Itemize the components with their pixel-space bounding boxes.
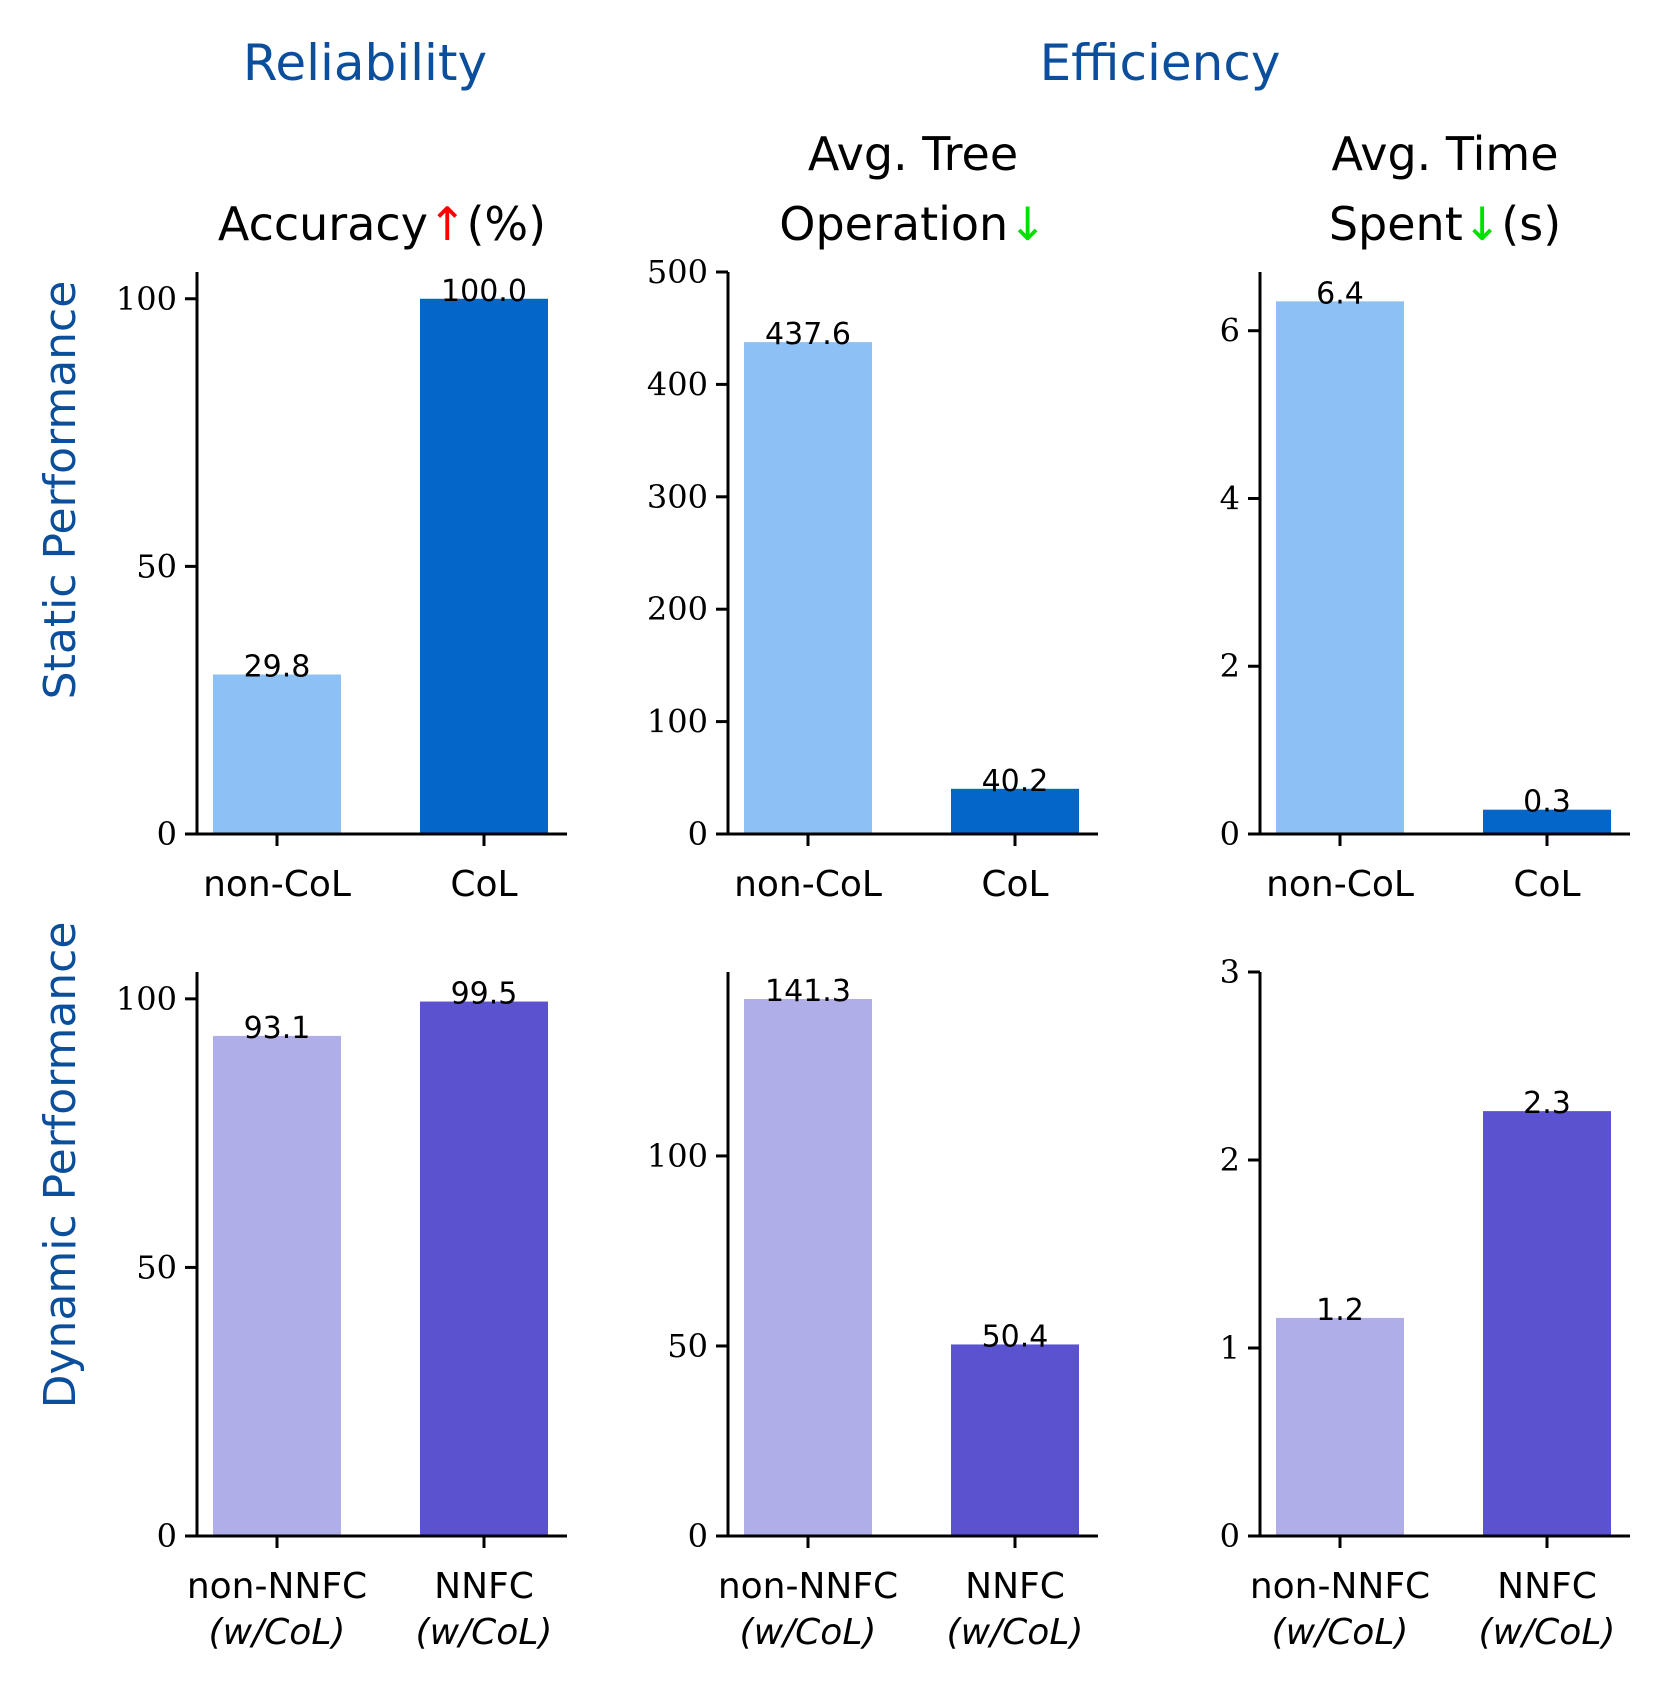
- chart-panel-4: 93.1 99.5 0 50 100 non-NNFC (w/CoL) NNFC (w/CoL): [116, 972, 567, 1653]
- x-tick-label: non-NNFC: [187, 1566, 367, 1607]
- y-tick-label: 2: [1220, 647, 1240, 685]
- chart-title-line: Accuracy↑(%): [218, 197, 546, 251]
- chart-panel-2: Avg. Tree Operation↓ 437.6 40.2 0 100 200 300 40…: [647, 127, 1098, 905]
- chart-panel-3: Avg. Time Spent↓(s) 6.4 0.3 0 2 4 6 non-CoL CoL: [1220, 127, 1630, 905]
- y-tick-label: 4: [1220, 479, 1240, 517]
- title-text: Avg. Time: [1331, 127, 1558, 181]
- y-tick-label: 0: [688, 815, 708, 853]
- y-tick-label: 200: [647, 590, 708, 628]
- y-tick-label: 2: [1220, 1141, 1240, 1179]
- arrow-down-icon: ↓: [1008, 197, 1047, 251]
- x-tick-label: non-CoL: [1266, 864, 1414, 905]
- y-tick-label: 0: [157, 1517, 177, 1555]
- arrow-up-icon: ↑: [428, 197, 467, 251]
- y-tick-label: 0: [1220, 1517, 1240, 1555]
- title-text: Avg. Tree: [808, 127, 1018, 181]
- data-label: 50.4: [982, 1319, 1049, 1354]
- bar: [420, 298, 548, 834]
- y-tick-label: 400: [647, 365, 708, 403]
- chart-panel-5: 141.3 50.4 0 50 100 non-NNFC (w/CoL) NNFC (w/CoL…: [647, 972, 1098, 1653]
- x-tick-label: CoL: [981, 864, 1048, 905]
- row-label-static: Static Performance: [35, 281, 86, 700]
- bar: [213, 674, 341, 834]
- x-tick-label: NNFC: [434, 1566, 534, 1607]
- y-tick-label: 3: [1220, 953, 1240, 991]
- bar: [420, 1001, 548, 1536]
- y-tick-label: 100: [647, 1137, 708, 1175]
- data-label: 40.2: [982, 764, 1049, 799]
- y-tick-label: 0: [688, 1517, 708, 1555]
- y-tick-label: 100: [116, 980, 177, 1018]
- data-label: 1.2: [1316, 1293, 1364, 1328]
- title-text: Operation: [779, 197, 1008, 251]
- reliability-header: Reliability: [243, 34, 487, 92]
- bar: [744, 342, 872, 834]
- chart-panel-6: 1.2 2.3 0 1 2 3 non-NNFC (w/CoL) NNFC (w/CoL): [1220, 953, 1630, 1653]
- y-tick-label: 300: [647, 478, 708, 516]
- y-tick-label: 50: [136, 547, 177, 585]
- data-label: 6.4: [1316, 276, 1364, 311]
- bar: [744, 998, 872, 1536]
- data-label: 437.6: [765, 317, 851, 352]
- x-tick-label: CoL: [1513, 864, 1580, 905]
- data-label: 0.3: [1523, 785, 1571, 820]
- bar: [213, 1035, 341, 1536]
- x-tick-sublabel: (w/CoL): [740, 1612, 877, 1653]
- y-tick-label: 0: [1220, 815, 1240, 853]
- data-label: 93.1: [244, 1011, 311, 1046]
- data-label: 141.3: [765, 974, 851, 1009]
- x-tick-sublabel: (w/CoL): [947, 1612, 1084, 1653]
- y-tick-label: 0: [157, 815, 177, 853]
- bar: [1276, 301, 1404, 834]
- x-tick-sublabel: (w/CoL): [416, 1612, 553, 1653]
- chart-title-line: Operation↓: [779, 197, 1046, 251]
- x-tick-label: non-NNFC: [1250, 1566, 1430, 1607]
- row-label-dynamic: Dynamic Performance: [35, 922, 86, 1409]
- y-tick-label: 500: [647, 253, 708, 291]
- bar: [1483, 809, 1611, 834]
- x-tick-label: non-CoL: [203, 864, 351, 905]
- title-text: Spent: [1329, 197, 1463, 251]
- y-tick-label: 1: [1220, 1329, 1240, 1367]
- x-tick-label: non-NNFC: [718, 1566, 898, 1607]
- data-label: 99.5: [451, 977, 518, 1012]
- arrow-down-icon: ↓: [1463, 197, 1502, 251]
- bar: [951, 788, 1079, 834]
- bar: [1276, 1317, 1404, 1536]
- x-tick-label: CoL: [450, 864, 517, 905]
- title-text: Accuracy: [218, 197, 428, 251]
- title-suffix: (%): [466, 197, 546, 251]
- x-tick-label: NNFC: [1497, 1566, 1597, 1607]
- bar: [1483, 1111, 1611, 1536]
- chart-title-line: Avg. Time: [1331, 127, 1558, 181]
- x-tick-sublabel: (w/CoL): [1479, 1612, 1616, 1653]
- efficiency-header: Efficiency: [1040, 34, 1281, 92]
- title-suffix: (s): [1501, 197, 1561, 251]
- chart-title-line: Spent↓(s): [1329, 197, 1561, 251]
- data-label: 100.0: [441, 274, 527, 309]
- data-label: 2.3: [1523, 1086, 1571, 1121]
- y-tick-label: 100: [116, 280, 177, 318]
- y-tick-label: 100: [647, 703, 708, 741]
- data-label: 29.8: [244, 649, 311, 684]
- x-tick-label: non-CoL: [734, 864, 882, 905]
- chart-panel-1: Accuracy↑(%) 29.8 100.0 0 50 100 non-CoL CoL: [116, 197, 567, 905]
- x-tick-sublabel: (w/CoL): [1272, 1612, 1409, 1653]
- bar: [951, 1344, 1079, 1536]
- chart-title-line: Avg. Tree: [808, 127, 1018, 181]
- y-tick-label: 6: [1220, 312, 1240, 350]
- x-tick-label: NNFC: [965, 1566, 1065, 1607]
- y-tick-label: 50: [136, 1248, 177, 1286]
- x-tick-sublabel: (w/CoL): [209, 1612, 346, 1653]
- y-tick-label: 50: [667, 1327, 708, 1365]
